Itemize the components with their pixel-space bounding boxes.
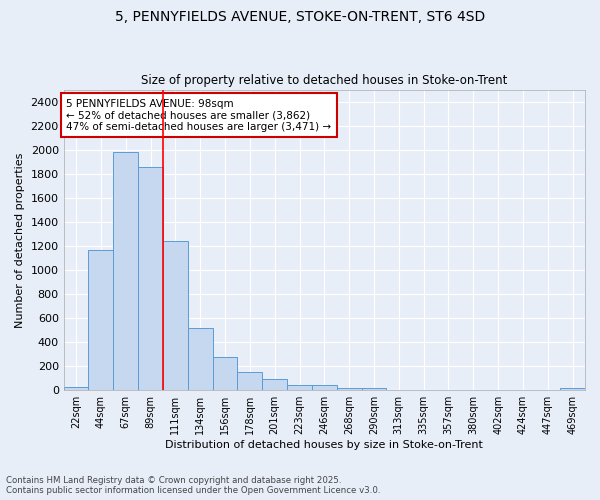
Bar <box>560 388 585 390</box>
Text: Contains HM Land Registry data © Crown copyright and database right 2025.
Contai: Contains HM Land Registry data © Crown c… <box>6 476 380 495</box>
Title: Size of property relative to detached houses in Stoke-on-Trent: Size of property relative to detached ho… <box>141 74 508 87</box>
Bar <box>362 388 386 390</box>
Bar <box>88 250 113 390</box>
Text: 5, PENNYFIELDS AVENUE, STOKE-ON-TRENT, ST6 4SD: 5, PENNYFIELDS AVENUE, STOKE-ON-TRENT, S… <box>115 10 485 24</box>
Bar <box>312 385 337 390</box>
X-axis label: Distribution of detached houses by size in Stoke-on-Trent: Distribution of detached houses by size … <box>166 440 483 450</box>
Bar <box>238 372 262 390</box>
Bar <box>287 385 312 390</box>
Bar <box>212 357 238 390</box>
Bar <box>64 387 88 390</box>
Text: 5 PENNYFIELDS AVENUE: 98sqm
← 52% of detached houses are smaller (3,862)
47% of : 5 PENNYFIELDS AVENUE: 98sqm ← 52% of det… <box>66 98 331 132</box>
Bar <box>262 380 287 390</box>
Bar <box>138 166 163 390</box>
Bar <box>188 328 212 390</box>
Bar <box>337 388 362 390</box>
Bar <box>113 152 138 390</box>
Bar <box>163 241 188 390</box>
Y-axis label: Number of detached properties: Number of detached properties <box>15 152 25 328</box>
